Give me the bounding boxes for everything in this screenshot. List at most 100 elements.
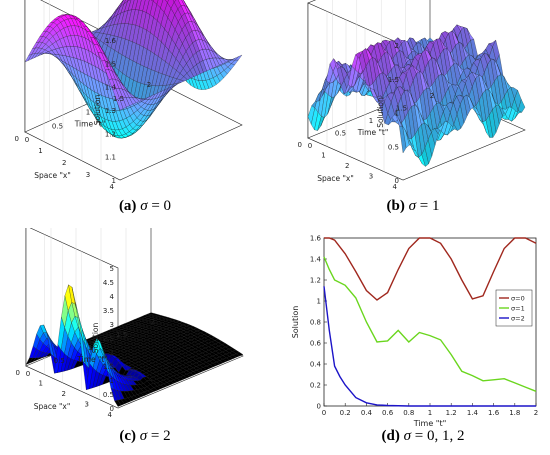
z-tick-label: 1	[112, 177, 116, 185]
surface-mesh	[24, 0, 243, 139]
t-tick-label: 0	[26, 370, 30, 378]
t-tick-label: 0.5	[335, 130, 346, 138]
z-tick-label: 1.5	[103, 363, 114, 371]
x-tick-label: 0	[322, 409, 326, 417]
x-tick-label: 0.4	[361, 409, 373, 417]
surface-patch	[150, 0, 154, 2]
x-tick-label: 2	[534, 409, 538, 417]
x-tick-label: 0	[16, 369, 20, 377]
x-tick-label: 4	[108, 411, 113, 419]
y-tick-label: 1.2	[310, 277, 321, 285]
caption-d-label: (d)	[381, 428, 400, 444]
caption-c-label: (c)	[119, 428, 137, 444]
surface-patch	[123, 0, 129, 5]
x-tick-label: 3	[369, 173, 373, 181]
x-tick-label: 0.6	[382, 409, 394, 417]
caption-c-symbol: σ	[139, 428, 148, 444]
x-tick-label: 2	[345, 162, 349, 170]
x-axis-label: Time "t"	[413, 419, 447, 428]
t-tick-label: 1.5	[396, 105, 407, 113]
surface-plot-a: 1 1.1 1.2 1.3 1.4 1.5 1.6 4 3 2 1 0 0 0.5 1 1.5 2 Solutio…	[15, 0, 243, 191]
t-tick-label: 0.5	[52, 122, 63, 130]
t-axis-label: Time "t"	[74, 120, 106, 129]
x-tick-label: 1.6	[488, 409, 500, 417]
x-tick-label: 1.2	[446, 409, 457, 417]
x-tick-label: 2	[62, 390, 66, 398]
y-tick-label: 1	[317, 298, 321, 306]
y-tick-label: 0.8	[310, 319, 321, 327]
surface-patch	[127, 0, 130, 2]
z-tick-label: 5	[110, 265, 114, 273]
y-tick-label: 0.6	[310, 340, 322, 348]
surface-patch	[153, 0, 159, 5]
caption-c-rest: = 2	[147, 428, 171, 444]
z-tick-label: 1	[110, 377, 114, 385]
z-tick-label: 0.5	[388, 143, 399, 151]
z-tick-label: 1.5	[105, 60, 116, 68]
panel-c: 0 0.5 1 1.5 2 2.5 3 3.5 4 4.5 5 4 3 2 1 0 0 0.5 1 1.5 2 Solut…	[0, 173, 270, 428]
x-tick-label: 3	[85, 401, 89, 409]
z-tick-label: 1.1	[105, 154, 116, 162]
x-tick-label: 1	[428, 409, 432, 417]
series-line-0	[324, 237, 537, 301]
z-tick-label: 3.5	[103, 307, 114, 315]
caption-b-symbol: σ	[408, 198, 417, 214]
z-tick-label: 1.4	[105, 84, 117, 92]
z-tick-label: 2	[110, 349, 114, 357]
legend-label-1: σ=1	[511, 305, 525, 313]
z-tick-label: 1	[395, 110, 399, 118]
y-tick-label: 0	[317, 403, 321, 411]
x-axis-label: Space "x"	[34, 402, 71, 411]
z-axis-label: Solution	[93, 94, 102, 125]
x-tick-label: 0	[298, 141, 302, 149]
y-tick-label: 0.4	[310, 361, 322, 369]
x-tick-label: 1.4	[467, 409, 479, 417]
x-tick-label: 4	[110, 183, 115, 191]
z-axis-label: Solution	[376, 97, 385, 128]
caption-c: (c) σ = 2	[60, 428, 230, 445]
t-tick-label: 1	[86, 109, 90, 117]
x-tick-label: 0.2	[340, 409, 351, 417]
z-tick-label: 3	[110, 321, 114, 329]
caption-a-symbol: σ	[140, 198, 148, 214]
t-tick-label: 1.5	[113, 95, 124, 103]
panel-a: 1 1.1 1.2 1.3 1.4 1.5 1.6 4 3 2 1 0 0 0.5 1 1.5 2 Solutio…	[0, 0, 270, 200]
x-tick-label: 1	[39, 380, 43, 388]
caption-d-rest: = 0, 1, 2	[411, 428, 465, 444]
surface-patch	[172, 0, 177, 3]
z-tick-label: 1.5	[388, 76, 399, 84]
caption-a-label: (a)	[118, 198, 137, 214]
z-tick-label: 1.6	[105, 37, 117, 45]
x-tick-label: 2	[62, 159, 66, 167]
y-tick-label: 1.6	[310, 235, 322, 243]
caption-b-rest: = 1	[416, 198, 440, 214]
z-axis-label: Solution	[91, 322, 100, 353]
caption-b-label: (b)	[386, 198, 405, 214]
z-tick-label: 0	[395, 177, 399, 185]
z-tick-label: 4.5	[103, 279, 114, 287]
z-tick-label: 1.2	[105, 130, 116, 138]
panel-d: 0 0.2 0.4 0.6 0.8 1 1.2 1.4 1.6 1.8 2 0 0.2 0.4 0.6 0.8…	[278, 228, 550, 429]
y-tick-label: 1.4	[310, 256, 322, 264]
y-axis-label: Solution	[291, 306, 300, 339]
t-tick-label: 2	[430, 92, 434, 100]
caption-a-rest: = 0	[147, 198, 172, 214]
t-axis-label: Time "t"	[76, 355, 108, 364]
caption-d: (d) σ = 0, 1, 2	[328, 428, 518, 445]
t-tick-label: 1.5	[116, 331, 127, 339]
t-tick-label: 2	[151, 318, 155, 326]
legend-label-0: σ=0	[511, 295, 525, 303]
surface-patch	[165, 0, 169, 3]
x-axis-label: Space "x"	[317, 174, 354, 183]
surface-patch	[517, 99, 526, 113]
z-tick-label: 2.5	[103, 335, 114, 343]
z-tick-label: 4	[110, 293, 115, 301]
z-tick-label: 1.3	[105, 107, 116, 115]
x-tick-label: 1.8	[509, 409, 520, 417]
x-tick-label: 0.8	[403, 409, 414, 417]
t-axis-label: Time "t"	[357, 128, 389, 137]
t-tick-label: 1	[369, 117, 373, 125]
caption-a: (a) σ = 0	[60, 198, 230, 215]
